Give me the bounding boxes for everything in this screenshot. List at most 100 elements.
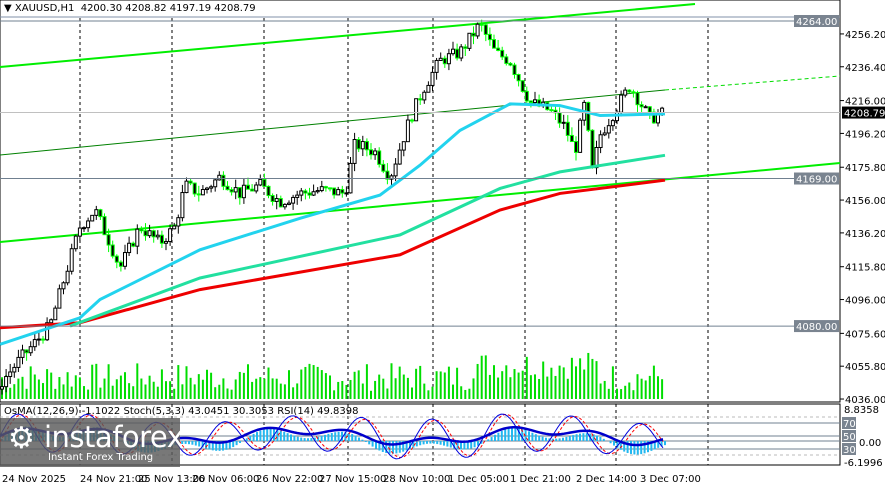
candle — [16, 356, 21, 368]
candle — [184, 180, 189, 194]
candle — [643, 106, 648, 109]
indicator-max-label: 8.8358 — [844, 405, 879, 416]
candle — [233, 187, 238, 193]
candle — [459, 46, 464, 59]
candle — [377, 150, 382, 165]
candle — [496, 47, 501, 51]
price-level-badge — [794, 15, 839, 27]
candle — [340, 189, 345, 194]
candle — [143, 230, 148, 237]
candle — [254, 184, 259, 192]
current-price-label: 4208.79 — [844, 109, 885, 120]
candle — [631, 91, 636, 94]
triangle-down-icon[interactable]: ▼ — [4, 3, 12, 14]
candle — [336, 189, 341, 196]
candle — [393, 163, 398, 177]
candle — [20, 349, 25, 358]
indicator-label: OsMA(12,26,9) -1.1022 Stoch(5,3,3) 43.04… — [4, 406, 359, 417]
candle — [135, 228, 140, 247]
candle — [131, 242, 136, 247]
candle — [69, 248, 74, 272]
candle — [451, 48, 455, 55]
candle — [45, 322, 50, 341]
price-tick-label: 4236.40 — [845, 63, 885, 74]
candle — [168, 228, 173, 243]
candle — [508, 62, 513, 66]
time-axis-label: 1 Dec 21:00 — [510, 474, 571, 485]
candle — [61, 282, 66, 290]
candle — [53, 307, 58, 321]
candle — [155, 234, 160, 238]
ma-fast-line — [0, 102, 666, 346]
indicator-level-badge — [842, 417, 856, 429]
candle — [323, 186, 328, 189]
candle — [446, 53, 451, 65]
time-axis-label: 28 Nov 10:00 — [383, 474, 450, 485]
candle — [32, 339, 37, 348]
price-tick-label: 4196.20 — [845, 129, 885, 140]
candle — [0, 386, 4, 390]
ohlc-values: 4200.30 4208.82 4197.19 4208.79 — [80, 3, 256, 14]
candle — [102, 216, 107, 236]
candle — [90, 214, 95, 222]
candle — [287, 202, 291, 205]
candle — [381, 163, 386, 172]
candle — [246, 184, 250, 190]
candle — [369, 149, 373, 156]
candle — [274, 198, 279, 202]
indicator-level-label: 70 — [843, 419, 856, 430]
candle — [200, 189, 205, 196]
candle — [98, 209, 103, 218]
candle — [418, 98, 423, 101]
candle — [94, 209, 99, 216]
candle — [565, 121, 570, 136]
candle — [237, 187, 242, 199]
candle — [389, 175, 394, 180]
candle — [225, 185, 230, 191]
candle — [73, 235, 78, 250]
candle — [250, 188, 255, 192]
candle — [217, 174, 222, 181]
candle — [360, 141, 365, 150]
candle — [586, 101, 591, 131]
price-tick-label: 4256.20 — [845, 30, 885, 41]
indicator-level-label: 50 — [843, 432, 856, 443]
candle — [610, 120, 615, 127]
main-pane — [0, 0, 841, 403]
candle — [291, 196, 296, 204]
trend-channel-upper — [0, 3, 696, 68]
candle — [574, 141, 578, 153]
time-axis-label: 2 Dec 14:00 — [576, 474, 637, 485]
price-level-badge — [794, 172, 839, 185]
price-level-label: 4169.00 — [796, 175, 837, 186]
candle — [151, 230, 156, 238]
candle — [598, 134, 603, 149]
candle — [303, 190, 308, 194]
candle — [467, 32, 472, 49]
candle — [172, 225, 177, 230]
watermark: ⚙ instaforex Instant Forex Trading — [0, 418, 184, 467]
candle — [12, 366, 17, 373]
symbol-label: XAUUSD,H1 — [14, 3, 75, 14]
trend-channel-mid-extension — [664, 75, 841, 91]
candle — [639, 104, 644, 108]
candle — [282, 203, 287, 208]
candle — [385, 170, 390, 180]
candle — [24, 349, 29, 354]
candle — [221, 174, 226, 187]
candle — [504, 56, 509, 64]
price-tick-label: 4096.00 — [845, 296, 885, 307]
candle — [209, 186, 214, 189]
price-tick-label: 4075.60 — [845, 329, 885, 340]
candle — [36, 338, 41, 341]
candle — [49, 319, 54, 324]
candle — [41, 338, 45, 341]
candle — [524, 90, 529, 102]
candle — [110, 244, 115, 257]
candle — [164, 241, 168, 244]
time-axis-label: 26 Nov 22:00 — [256, 474, 323, 485]
candle — [455, 48, 460, 59]
candle — [590, 129, 595, 169]
